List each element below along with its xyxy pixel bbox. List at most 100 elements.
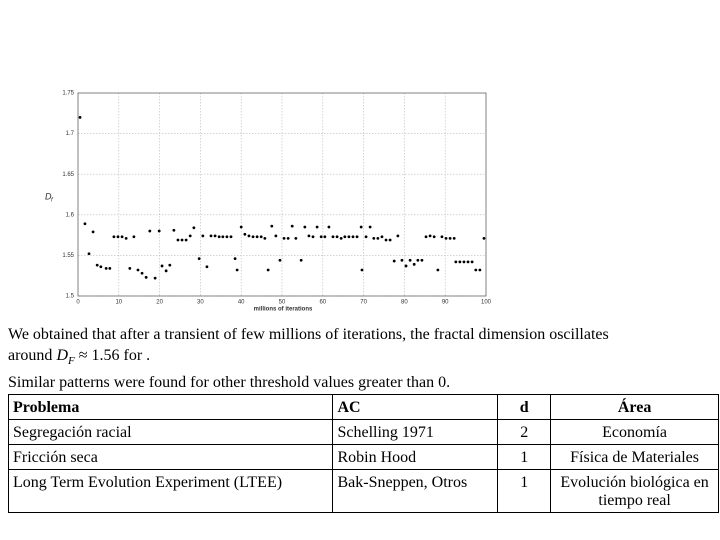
point: [78, 115, 82, 119]
point: [201, 234, 205, 238]
point: [452, 236, 456, 240]
point: [307, 234, 311, 238]
point: [160, 264, 164, 268]
table-cell: Long Term Evolution Experiment (LTEE): [7, 469, 334, 513]
table-cell: AC: [332, 394, 499, 420]
table-cell: d: [497, 394, 552, 420]
point: [188, 234, 192, 238]
point: [270, 224, 274, 228]
y-tick-label: 1.65: [62, 172, 74, 178]
point: [108, 266, 112, 270]
point: [116, 235, 120, 239]
text-line: around DF ≈ 1.56 for .: [8, 345, 609, 372]
point: [372, 236, 376, 240]
point: [168, 263, 172, 267]
point: [335, 235, 339, 239]
point: [400, 258, 404, 262]
point: [470, 260, 474, 264]
x-tick-label: 10: [115, 300, 122, 306]
point: [180, 238, 184, 242]
point: [213, 234, 217, 238]
point: [364, 235, 368, 239]
point: [157, 229, 161, 233]
point: [319, 235, 323, 239]
point: [384, 238, 388, 242]
point: [217, 235, 221, 239]
point: [235, 268, 239, 272]
x-tick-label: 100: [481, 300, 492, 306]
point: [172, 228, 176, 232]
point: [221, 235, 225, 239]
table-cell: 1: [497, 444, 552, 470]
table-cell: Robin Hood: [332, 444, 499, 470]
point: [251, 235, 255, 239]
point: [243, 232, 247, 236]
point: [87, 252, 91, 256]
point: [259, 235, 263, 239]
table-cell: Área: [550, 394, 719, 420]
point: [124, 236, 128, 240]
point: [440, 235, 444, 239]
y-tick-label: 1.55: [62, 253, 74, 259]
x-tick-label: 20: [156, 300, 163, 306]
point: [233, 257, 237, 261]
point: [128, 266, 132, 270]
point: [323, 235, 327, 239]
x-tick-label: 0: [76, 300, 80, 306]
table-body: Problema AC d Área Segregación racial Schelli…: [7, 394, 719, 513]
table-cell: 1: [497, 469, 552, 513]
point: [466, 260, 470, 264]
text: ≈ 1.56 for .: [74, 347, 151, 364]
point: [408, 258, 412, 262]
chart: millions of iterations D f 1.5 1.55 1.6 1.6…: [45, 91, 492, 313]
point: [404, 264, 408, 268]
text-line: We obtained that after a transient of fe…: [8, 326, 609, 343]
point: [255, 235, 259, 239]
table-cell: Schelling 1971: [332, 419, 499, 445]
point: [247, 234, 251, 238]
point: [392, 259, 396, 263]
point: [132, 235, 136, 239]
point: [315, 225, 319, 229]
table-cell: 2: [497, 419, 552, 445]
point: [282, 236, 286, 240]
point: [99, 265, 103, 269]
table-cell: Evolución biológica en tiempo real: [550, 469, 719, 513]
point: [184, 238, 188, 242]
point: [104, 266, 108, 270]
point: [359, 225, 363, 229]
point: [343, 235, 347, 239]
table-row: Long Term Evolution Experiment (LTEE) Bak…: [7, 469, 719, 513]
table-row: Segregación racial Schelling 1971 2 Economí…: [7, 419, 719, 445]
point: [95, 263, 99, 267]
x-tick-label: 40: [238, 300, 245, 306]
point: [347, 235, 351, 239]
subscript: F: [68, 355, 75, 368]
point: [380, 235, 384, 239]
point: [432, 235, 436, 239]
point: [339, 236, 343, 240]
point: [454, 260, 458, 264]
point: [112, 235, 116, 239]
point: [136, 268, 140, 272]
x-tick-label: 80: [401, 300, 408, 306]
table-cell: Economía: [550, 419, 719, 445]
point: [83, 222, 87, 226]
table-cell: Problema: [7, 394, 334, 420]
point: [294, 236, 298, 240]
point: [412, 262, 416, 266]
point: [462, 260, 466, 264]
x-tick-label: 30: [197, 300, 204, 306]
y-tick-label: 1.75: [62, 91, 74, 97]
point: [396, 234, 400, 238]
point: [164, 269, 168, 273]
point: [360, 268, 364, 272]
point: [311, 235, 315, 239]
y-tick-label: 1.5: [66, 294, 75, 300]
point: [376, 236, 380, 240]
table-cell: Fricción seca: [7, 444, 334, 470]
point: [368, 225, 372, 229]
point: [197, 257, 201, 261]
point: [239, 225, 243, 229]
